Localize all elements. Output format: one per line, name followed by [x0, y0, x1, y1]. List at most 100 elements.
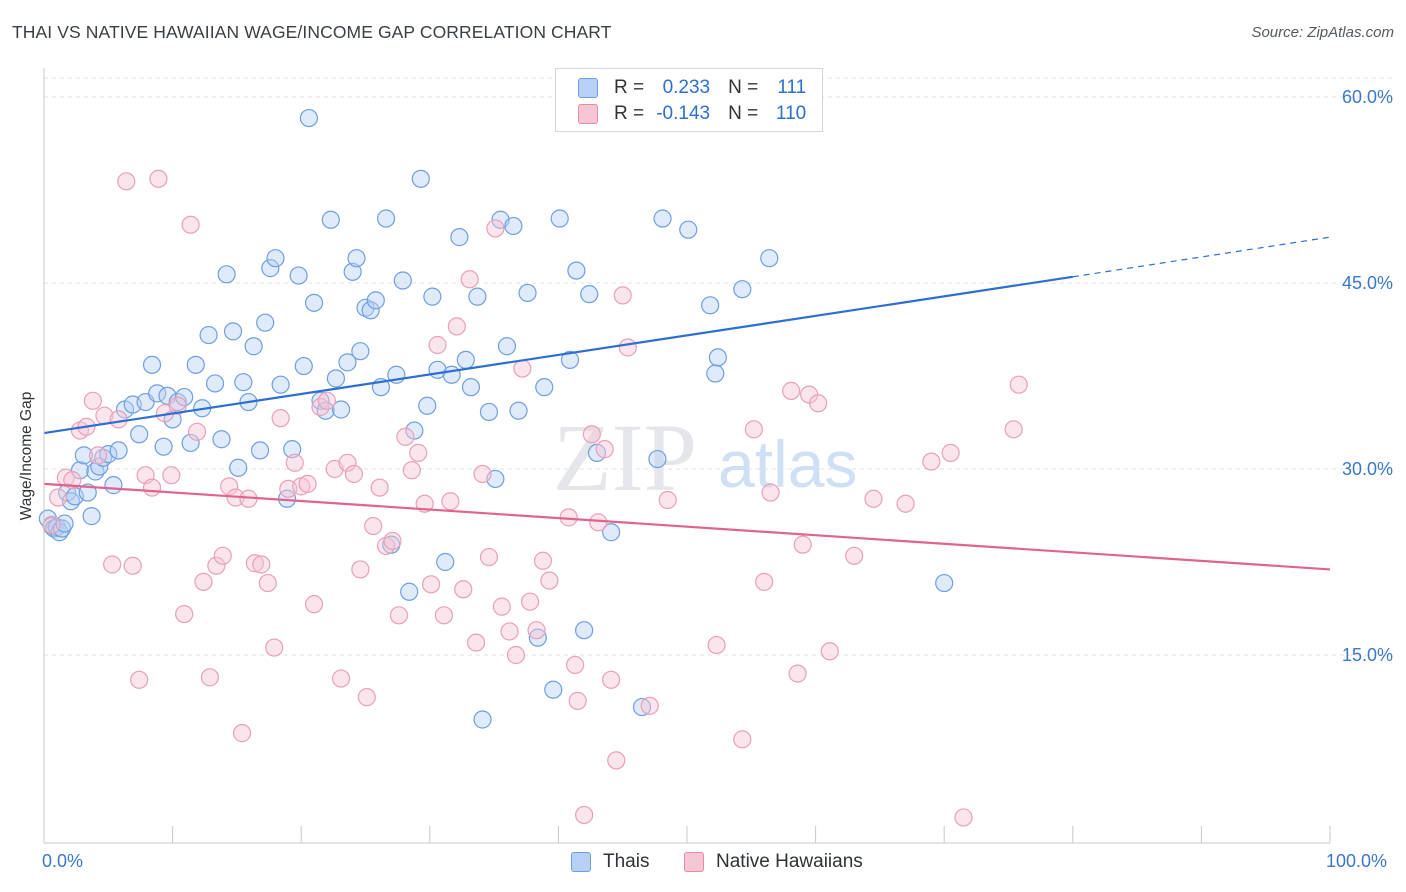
point-native-hawaiians — [707, 635, 726, 655]
trend-line-native-hawaiians — [43, 482, 1331, 571]
point-thais — [479, 402, 499, 422]
point-thais — [602, 523, 621, 542]
point-native-hawaiians — [1009, 375, 1028, 394]
point-native-hawaiians — [220, 477, 239, 496]
n-label: N = — [728, 103, 759, 124]
correlation-legend: R = 0.233 N = 111 R = -0.143 N = 110 — [555, 68, 823, 132]
point-thais — [104, 476, 123, 495]
legend-row-thais: R = 0.233 N = 111 — [578, 76, 806, 100]
point-native-hawaiians — [521, 592, 540, 611]
point-native-hawaiians — [103, 555, 122, 574]
point-native-hawaiians — [896, 494, 915, 513]
n-value-thais: 111 — [777, 77, 807, 98]
point-native-hawaiians — [130, 670, 149, 689]
point-native-hawaiians — [49, 488, 68, 507]
point-native-hawaiians — [589, 513, 608, 532]
trend-line-thais-extension — [1072, 236, 1331, 278]
point-native-hawaiians — [568, 691, 587, 710]
point-thais — [468, 287, 487, 306]
trend-lines — [43, 236, 1331, 571]
point-native-hawaiians — [434, 606, 454, 625]
point-native-hawaiians — [595, 440, 614, 459]
point-native-hawaiians — [271, 409, 290, 428]
point-thais — [205, 374, 225, 393]
point-thais — [701, 296, 720, 315]
point-native-hawaiians — [402, 461, 421, 480]
point-thais — [706, 364, 725, 383]
point-native-hawaiians — [447, 317, 466, 336]
point-thais — [366, 291, 385, 310]
point-native-hawaiians — [486, 219, 505, 238]
y-tick-label: 15.0% — [1342, 645, 1393, 665]
point-thais — [400, 582, 419, 601]
point-thais — [456, 350, 475, 369]
point-native-hawaiians — [298, 474, 317, 493]
point-thais — [393, 271, 412, 290]
point-thais — [528, 628, 547, 647]
point-thais — [289, 266, 308, 285]
point-thais — [436, 552, 455, 572]
point-thais — [442, 365, 461, 384]
point-thais — [708, 348, 727, 367]
series-legend-native-hawaiians[interactable]: Native Hawaiians — [684, 851, 863, 873]
legend-swatch-native-hawaiians — [578, 104, 598, 124]
series-legend-thais[interactable]: Thais — [571, 851, 649, 873]
point-thais — [82, 507, 101, 526]
point-native-hawaiians — [245, 554, 265, 573]
point-thais — [653, 209, 672, 228]
point-native-hawaiians — [389, 606, 409, 625]
point-native-hawaiians — [187, 422, 207, 441]
point-thais — [154, 437, 173, 456]
point-native-hawaiians — [941, 443, 960, 462]
point-thais — [733, 280, 752, 299]
point-native-hawaiians — [613, 286, 632, 305]
point-thais — [351, 342, 370, 361]
data-points — [38, 85, 1028, 827]
source-credit: Source: ZipAtlas.com — [1251, 24, 1394, 41]
point-native-hawaiians — [181, 215, 200, 234]
point-native-hawaiians — [454, 580, 473, 599]
r-label: R = — [614, 77, 645, 98]
point-native-hawaiians — [820, 642, 839, 661]
y-tick-label: 60.0% — [1342, 87, 1393, 107]
point-thais — [304, 293, 324, 312]
point-native-hawaiians — [788, 664, 807, 683]
point-native-hawaiians — [845, 546, 864, 565]
point-thais — [229, 458, 248, 477]
point-thais — [580, 285, 599, 304]
point-native-hawaiians — [168, 396, 187, 415]
series-swatch-thais — [571, 852, 591, 872]
point-thais — [679, 220, 698, 239]
point-native-hawaiians — [409, 443, 428, 462]
point-thais — [283, 440, 302, 459]
point-native-hawaiians — [864, 489, 883, 508]
point-thais — [567, 261, 586, 280]
axes: 15.0% 30.0% 45.0% 60.0% — [43, 68, 1393, 844]
point-thais — [509, 401, 528, 420]
point-native-hawaiians — [428, 335, 447, 355]
point-thais — [935, 573, 954, 593]
point-thais — [130, 425, 149, 444]
point-thais — [142, 355, 162, 374]
point-native-hawaiians — [252, 555, 271, 574]
point-native-hawaiians — [351, 560, 370, 579]
point-native-hawaiians — [527, 621, 546, 640]
watermark-zip: ZIP — [553, 404, 697, 511]
point-thais — [223, 322, 243, 341]
point-thais — [78, 483, 97, 502]
point-native-hawaiians — [460, 270, 479, 289]
point-native-hawaiians — [88, 446, 108, 465]
point-native-hawaiians — [479, 547, 499, 567]
point-native-hawaiians — [213, 546, 232, 565]
point-thais — [550, 209, 569, 228]
point-thais — [217, 265, 236, 284]
point-thais — [256, 313, 275, 332]
point-thais — [405, 421, 424, 440]
point-native-hawaiians — [200, 668, 219, 687]
point-thais — [181, 433, 200, 453]
point-thais — [450, 228, 469, 247]
point-thais — [461, 378, 481, 397]
point-native-hawaiians — [265, 638, 284, 657]
point-native-hawaiians — [540, 571, 559, 590]
series-name-thais: Thais — [603, 851, 650, 872]
